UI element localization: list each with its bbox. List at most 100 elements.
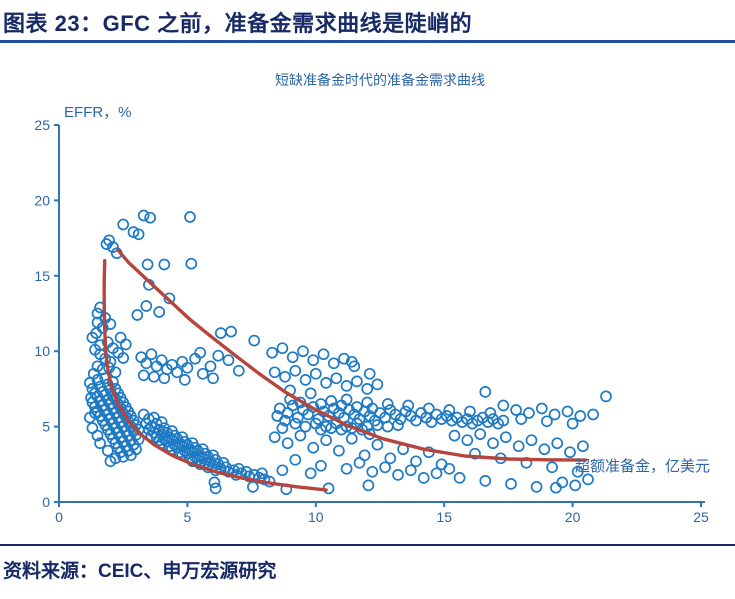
scatter-point xyxy=(256,467,268,480)
scatter-point xyxy=(430,467,443,480)
y-tick-label: 5 xyxy=(42,419,50,435)
scatter-point xyxy=(499,431,512,444)
scatter-point xyxy=(327,357,340,370)
scatter-point xyxy=(117,352,130,364)
scatter-point xyxy=(505,478,517,490)
scatter-point xyxy=(289,364,302,377)
scatter-point xyxy=(276,422,289,434)
scatter-point xyxy=(140,357,153,370)
scatter-point xyxy=(181,361,194,374)
scatter-point xyxy=(497,399,510,412)
scatter-point xyxy=(144,211,157,224)
scatter-point xyxy=(158,372,171,385)
scatter-point xyxy=(510,404,522,416)
scatter-point xyxy=(131,309,144,321)
scatter-point xyxy=(184,211,196,223)
scatter-point xyxy=(541,415,553,428)
scatter-point xyxy=(208,476,221,489)
scatter-point xyxy=(379,461,391,474)
scatter-point xyxy=(469,447,481,460)
scatter-point xyxy=(392,469,404,481)
scatter-point xyxy=(569,479,582,492)
scatter-point xyxy=(577,440,589,453)
scatter-point xyxy=(196,367,209,380)
scatter-point xyxy=(461,434,474,447)
scatter-point xyxy=(148,370,160,383)
scatter-point xyxy=(194,346,207,359)
scatter-point xyxy=(564,446,576,459)
scatter-point xyxy=(185,257,198,270)
scatter-point xyxy=(299,374,312,386)
demand-curve-steep xyxy=(102,259,328,492)
scatter-point xyxy=(276,464,289,477)
scatter-point xyxy=(371,438,384,451)
scatter-point xyxy=(153,306,166,318)
scatter-point xyxy=(340,393,353,406)
scatter-point xyxy=(232,364,245,377)
scatter-point xyxy=(497,414,510,427)
scatter-point xyxy=(117,450,130,463)
scatter-point xyxy=(140,300,153,312)
scatter-point xyxy=(276,342,289,355)
scatter-point xyxy=(89,407,101,419)
x-axis-label: 超额准备金，亿美元 xyxy=(575,458,711,475)
scatter-point xyxy=(297,345,309,358)
scatter-point xyxy=(125,449,137,462)
scatter-point xyxy=(515,413,528,425)
scatter-point xyxy=(525,434,538,447)
scatter-point xyxy=(91,374,104,386)
scatter-point xyxy=(204,360,217,373)
scatter-point xyxy=(266,346,278,359)
scatter-point xyxy=(207,372,219,385)
scatter-point xyxy=(574,410,587,422)
scatter-point xyxy=(258,473,271,486)
scatter-point xyxy=(268,366,281,379)
scatter-point xyxy=(535,402,548,415)
scatter-point xyxy=(222,354,235,367)
scatter-point xyxy=(361,396,374,409)
scatter-point xyxy=(548,408,561,421)
scatter-point xyxy=(222,465,235,478)
scatter-point xyxy=(91,429,104,442)
scatter-point xyxy=(551,437,564,450)
scatter-point xyxy=(281,437,294,450)
scatter-point xyxy=(351,375,363,388)
scatter-point xyxy=(345,355,358,368)
scatter-point xyxy=(487,437,499,450)
scatter-point xyxy=(141,258,154,271)
footer-divider xyxy=(0,544,735,546)
scatter-point xyxy=(289,417,302,430)
scatter-point xyxy=(214,327,227,339)
scatter-point xyxy=(361,383,374,395)
scatter-point xyxy=(209,482,222,495)
scatter-point xyxy=(304,387,317,400)
scatter-point xyxy=(294,429,307,442)
scatter-point xyxy=(371,378,384,391)
scatter-point xyxy=(94,437,106,450)
scatter-point xyxy=(163,440,176,453)
scatter-point xyxy=(320,434,332,447)
scatter-point xyxy=(248,334,261,347)
scatter-point xyxy=(320,377,332,389)
scatter-point xyxy=(550,481,562,494)
scatter-point xyxy=(561,405,574,418)
scatter-point xyxy=(464,405,476,418)
x-tick-label: 10 xyxy=(308,509,324,525)
scatter-point xyxy=(155,354,168,367)
scatter-point xyxy=(158,258,171,271)
x-tick-label: 20 xyxy=(565,509,581,525)
scatter-point xyxy=(330,372,343,385)
scatter-point xyxy=(163,292,176,305)
scatter-point xyxy=(600,390,612,403)
scatter-point xyxy=(83,377,96,389)
scatter-point xyxy=(289,453,302,466)
scatter-point xyxy=(353,456,366,469)
scatter-point xyxy=(402,399,415,412)
scatter-point xyxy=(479,386,492,398)
scatter-point xyxy=(448,429,461,442)
scatter-point xyxy=(279,370,291,383)
scatter-point xyxy=(530,481,543,493)
scatter-point xyxy=(512,440,525,453)
scatter-point xyxy=(362,479,375,492)
